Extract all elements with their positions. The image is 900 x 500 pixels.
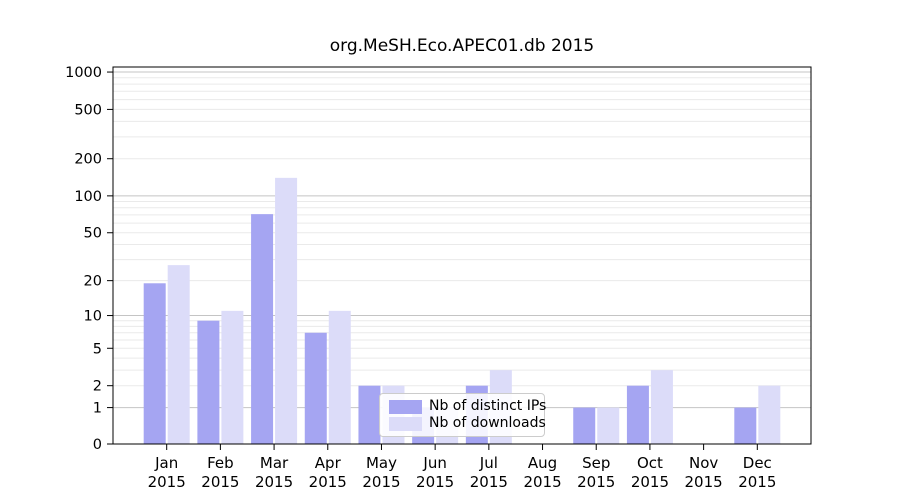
svg-text:200: 200 [74, 152, 102, 168]
svg-text:2015: 2015 [255, 473, 293, 491]
svg-text:2015: 2015 [309, 473, 347, 491]
svg-text:Dec: Dec [743, 454, 772, 472]
svg-text:Mar: Mar [260, 454, 289, 472]
svg-text:1000: 1000 [65, 65, 102, 81]
bar-jan-ips [143, 283, 166, 444]
svg-text:Apr: Apr [315, 454, 342, 472]
svg-text:May: May [366, 454, 397, 472]
bar-dec-downloads [758, 385, 781, 444]
svg-text:Aug: Aug [528, 454, 557, 472]
bar-may-ips [358, 385, 381, 444]
bar-mar-downloads [275, 177, 298, 445]
legend-swatch-downloads [389, 416, 422, 431]
bar-oct-ips [626, 385, 649, 444]
svg-text:2015: 2015 [738, 473, 776, 491]
svg-text:Jan: Jan [154, 454, 178, 472]
svg-text:2015: 2015 [201, 473, 239, 491]
bar-feb-ips [197, 320, 220, 444]
bar-apr-downloads [328, 310, 351, 444]
svg-text:2015: 2015 [148, 473, 186, 491]
x-axis-ticks: Jan2015Feb2015Mar2015Apr2015May2015Jun20… [148, 444, 776, 491]
svg-text:Sep: Sep [582, 454, 610, 472]
svg-text:Jul: Jul [479, 454, 498, 472]
svg-text:500: 500 [74, 102, 102, 118]
svg-text:2: 2 [93, 379, 102, 395]
legend-item-downloads: Nb of downloads [389, 415, 546, 431]
plot-border [112, 66, 812, 445]
bar-oct-downloads [650, 370, 673, 444]
legend-item-distinct-ips: Nb of distinct IPs [389, 398, 547, 414]
bar-sep-ips [573, 407, 596, 444]
bar-jan-downloads [167, 265, 190, 444]
chart-title: org.MeSH.Eco.APEC01.db 2015 [329, 36, 595, 56]
svg-text:Feb: Feb [207, 454, 234, 472]
svg-text:5: 5 [93, 341, 102, 357]
svg-text:Oct: Oct [637, 454, 663, 472]
svg-text:10: 10 [84, 309, 102, 325]
svg-text:2015: 2015 [523, 473, 561, 491]
svg-text:50: 50 [84, 226, 102, 242]
svg-text:0: 0 [93, 437, 102, 453]
svg-text:Nov: Nov [689, 454, 718, 472]
bars-downloads [167, 177, 781, 445]
minor-gridlines [113, 77, 811, 387]
svg-text:2015: 2015 [685, 473, 723, 491]
svg-text:2015: 2015 [631, 473, 669, 491]
legend: Nb of distinct IPs Nb of downloads [379, 393, 547, 437]
bar-feb-downloads [221, 310, 244, 444]
legend-swatch-distinct-ips [389, 399, 422, 414]
bar-sep-downloads [597, 407, 620, 444]
bar-dec-ips [734, 407, 757, 444]
svg-text:20: 20 [84, 274, 102, 290]
svg-text:2015: 2015 [362, 473, 400, 491]
legend-label-downloads: Nb of downloads [429, 415, 546, 431]
svg-text:1: 1 [93, 401, 102, 417]
legend-label-distinct-ips: Nb of distinct IPs [429, 398, 547, 414]
y-axis-ticks: 0 1 2 5 10 20 50 100 200 500 1000 [65, 65, 113, 453]
svg-text:Jun: Jun [422, 454, 446, 472]
svg-text:2015: 2015 [470, 473, 508, 491]
svg-text:100: 100 [74, 189, 102, 205]
bar-apr-ips [304, 332, 327, 444]
bar-mar-ips [251, 214, 274, 444]
svg-text:2015: 2015 [416, 473, 454, 491]
svg-text:2015: 2015 [577, 473, 615, 491]
